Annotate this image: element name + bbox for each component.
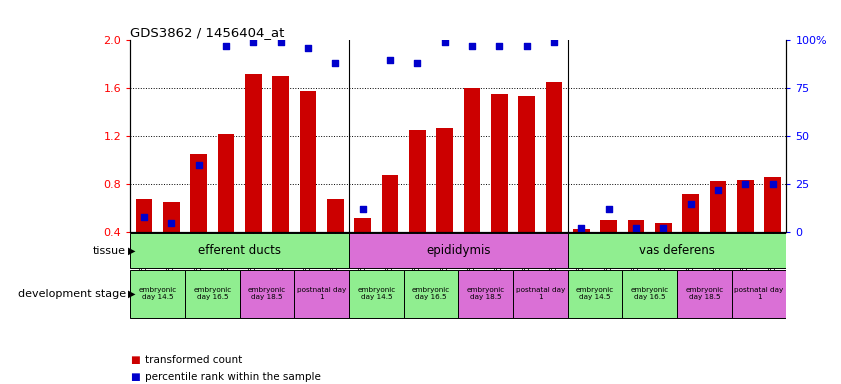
Point	[329, 60, 342, 66]
Bar	[568, 233, 786, 268]
Point	[738, 181, 752, 187]
Text: GDS3862 / 1456404_at: GDS3862 / 1456404_at	[130, 26, 285, 39]
Bar	[240, 270, 294, 318]
Point	[684, 200, 697, 207]
Bar	[299, 91, 316, 232]
Text: transformed count: transformed count	[145, 355, 243, 365]
Text: embryonic
day 16.5: embryonic day 16.5	[193, 287, 231, 300]
Bar	[737, 180, 754, 232]
Point	[520, 43, 533, 49]
Bar	[732, 270, 786, 318]
Bar	[349, 233, 568, 268]
Text: development stage: development stage	[18, 289, 126, 299]
Point	[657, 225, 670, 232]
Point	[766, 181, 780, 187]
Bar	[546, 82, 562, 232]
Bar	[682, 194, 699, 232]
Text: embryonic
day 16.5: embryonic day 16.5	[412, 287, 450, 300]
Text: efferent ducts: efferent ducts	[198, 244, 281, 257]
Point	[165, 220, 178, 226]
Bar	[245, 74, 262, 232]
Point	[493, 43, 506, 49]
Bar	[458, 270, 513, 318]
Bar	[218, 134, 234, 232]
Bar	[513, 270, 568, 318]
Bar	[135, 199, 152, 232]
Text: embryonic
day 14.5: embryonic day 14.5	[357, 287, 395, 300]
Point	[137, 214, 151, 220]
Bar	[327, 199, 343, 232]
Text: percentile rank within the sample: percentile rank within the sample	[145, 372, 321, 382]
Point	[383, 56, 397, 63]
Bar	[622, 270, 677, 318]
Bar	[404, 270, 458, 318]
Bar	[677, 270, 732, 318]
Bar	[655, 223, 671, 232]
Point	[192, 162, 205, 168]
Bar	[568, 270, 622, 318]
Bar	[409, 130, 426, 232]
Bar	[627, 220, 644, 232]
Bar	[463, 88, 480, 232]
Point	[438, 39, 452, 45]
Bar	[190, 154, 207, 232]
Point	[274, 39, 288, 45]
Text: ■: ■	[130, 355, 140, 365]
Text: postnatal day
1: postnatal day 1	[516, 287, 565, 300]
Bar	[600, 220, 616, 232]
Point	[356, 206, 369, 212]
Text: epididymis: epididymis	[426, 244, 490, 257]
Point	[246, 39, 260, 45]
Text: embryonic
day 16.5: embryonic day 16.5	[631, 287, 669, 300]
Text: embryonic
day 14.5: embryonic day 14.5	[139, 287, 177, 300]
Point	[629, 225, 643, 232]
Bar	[272, 76, 288, 232]
Point	[465, 43, 479, 49]
Bar	[382, 175, 398, 232]
Bar	[130, 233, 349, 268]
Bar	[518, 96, 535, 232]
Bar	[130, 270, 185, 318]
Bar	[710, 181, 726, 232]
Text: postnatal day
1: postnatal day 1	[297, 287, 346, 300]
Point	[602, 206, 616, 212]
Bar	[163, 202, 179, 232]
Bar	[354, 218, 371, 232]
Bar	[764, 177, 780, 232]
Point	[220, 43, 233, 49]
Bar	[185, 270, 240, 318]
Bar	[573, 229, 590, 232]
Bar	[294, 270, 349, 318]
Point	[410, 60, 424, 66]
Text: embryonic
day 18.5: embryonic day 18.5	[467, 287, 505, 300]
Text: tissue: tissue	[93, 245, 126, 256]
Text: postnatal day
1: postnatal day 1	[734, 287, 784, 300]
Text: ▶: ▶	[128, 245, 135, 256]
Point	[301, 45, 315, 51]
Text: ▶: ▶	[128, 289, 135, 299]
Bar	[436, 128, 452, 232]
Text: embryonic
day 14.5: embryonic day 14.5	[576, 287, 614, 300]
Point	[574, 225, 588, 232]
Text: embryonic
day 18.5: embryonic day 18.5	[248, 287, 286, 300]
Bar	[491, 94, 507, 232]
Text: embryonic
day 18.5: embryonic day 18.5	[685, 287, 723, 300]
Point	[547, 39, 561, 45]
Text: ■: ■	[130, 372, 140, 382]
Point	[711, 187, 725, 193]
Bar	[349, 270, 404, 318]
Text: vas deferens: vas deferens	[639, 244, 715, 257]
